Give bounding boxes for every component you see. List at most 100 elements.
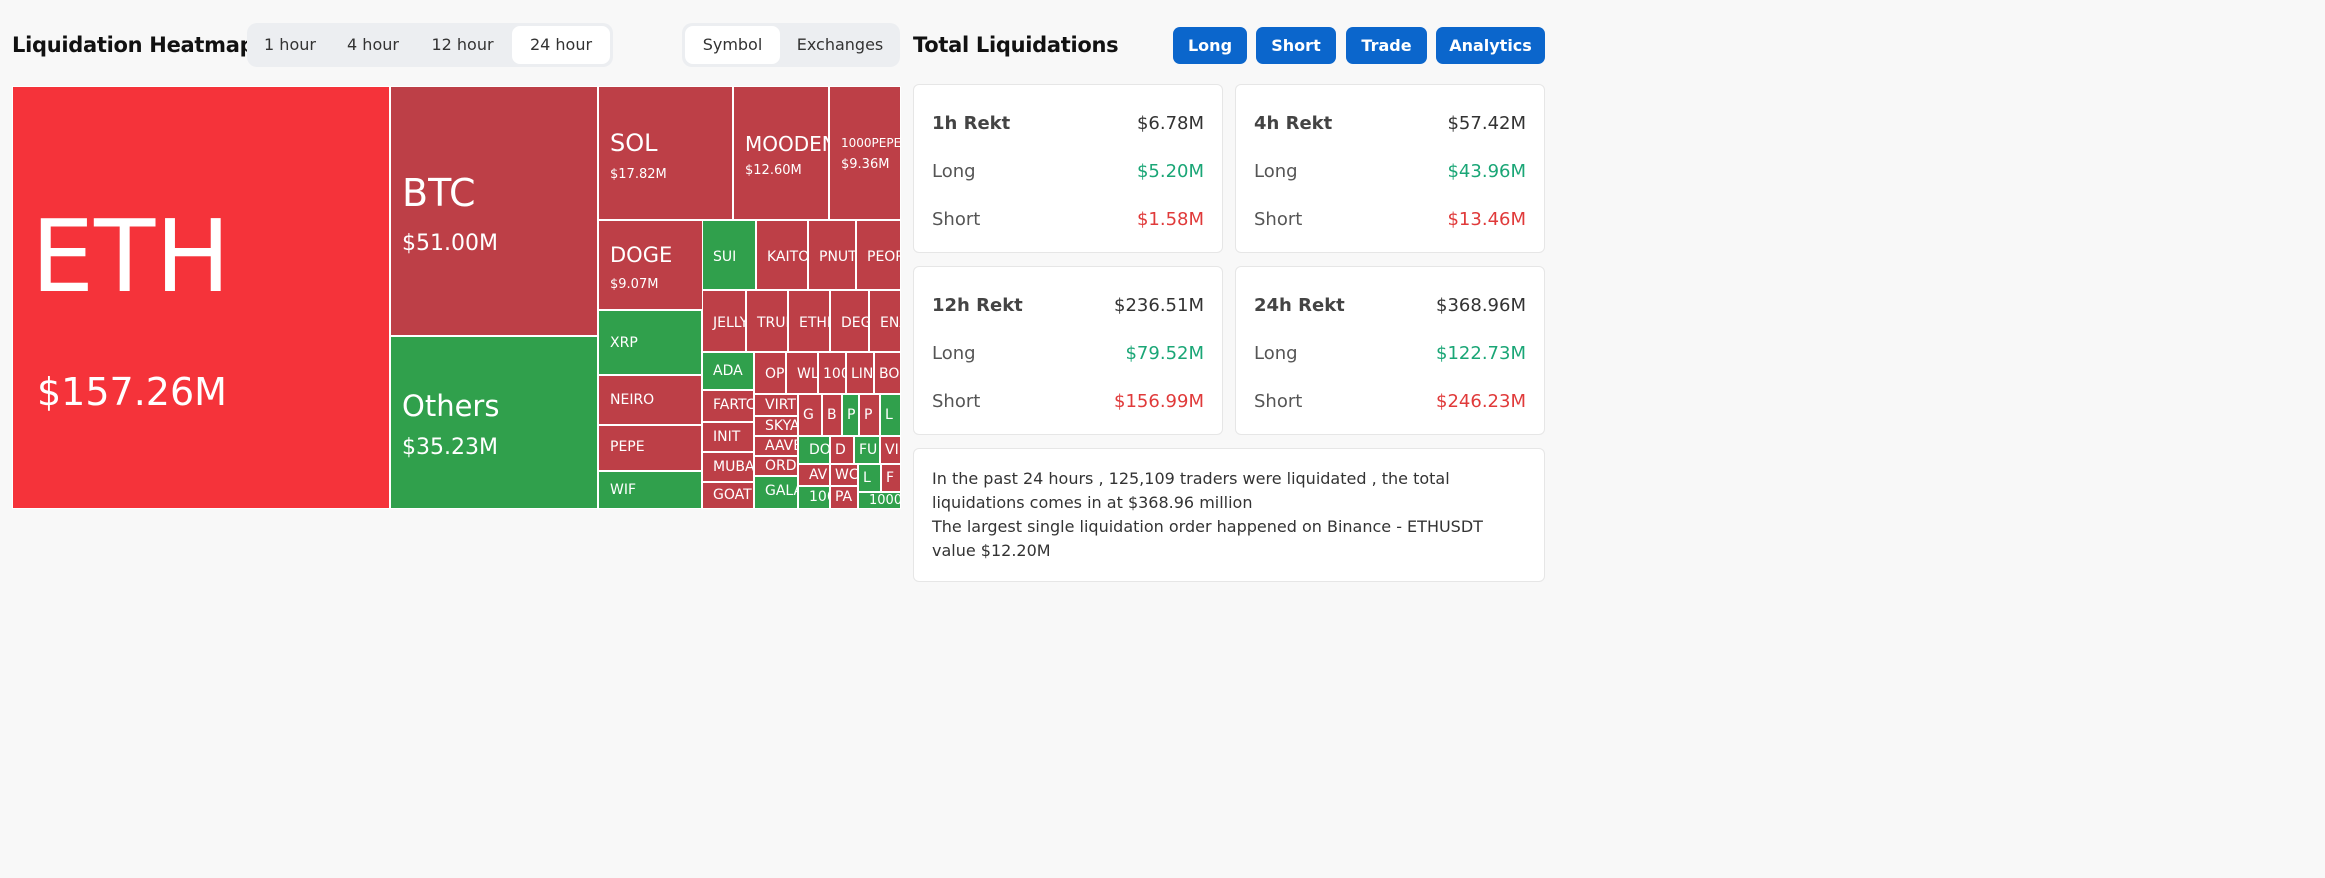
short-button[interactable]: Short [1256,27,1336,64]
long-label: Long [1254,161,1298,182]
tile-symbol: PA [835,489,853,505]
heatmap-tile-p[interactable]: P [842,394,859,436]
heatmap-tile-1000[interactable]: 1000 [858,492,901,509]
heatmap-tile-1000pepe[interactable]: 1000PEPE $9.36M [829,86,901,220]
heatmap-tile-trump[interactable]: TRUMP [746,290,788,352]
tile-symbol: BOME [879,366,900,382]
tile-symbol: ENA [880,315,900,331]
heatmap-tile-do[interactable]: DO [798,436,830,464]
heatmap-tile-sol[interactable]: SOL $17.82M [598,86,733,220]
heatmap-tile-btc[interactable]: BTC $51.00M [390,86,598,336]
tile-symbol: SUI [713,249,737,265]
heatmap-tile-doge[interactable]: DOGE $9.07M [598,220,712,310]
heatmap-tile-l[interactable]: L [880,394,901,436]
tile-symbol: VI [885,442,899,458]
tab-1-hour[interactable]: 1 hour [264,35,316,54]
tab-exchanges[interactable]: Exchanges [796,35,884,54]
heatmap-tile-init[interactable]: INIT [702,422,754,452]
tile-symbol: VIRTUAL [765,397,797,413]
card-label: 4h Rekt [1254,113,1333,134]
heatmap-tile-eth[interactable]: ETH $157.26M [12,86,390,509]
tab-4-hour[interactable]: 4 hour [347,35,399,54]
tile-symbol: L [885,407,893,423]
heatmap-tile-fu[interactable]: FU [854,436,880,464]
heatmap-tile-bome[interactable]: BOME [874,352,901,394]
tile-value: $9.07M [610,277,659,292]
heatmap-tile-ordi[interactable]: ORDI [754,456,798,476]
heatmap-tile-goat[interactable]: GOAT [702,482,754,509]
time-range-tabs: 1 hour 4 hour 12 hour 24 hour [247,23,613,67]
heatmap-tile-xrp[interactable]: XRP [598,310,702,375]
rekt-card-1h: 1h Rekt $6.78M Long $5.20M Short $1.58M [913,84,1223,253]
heatmap-tile-wld[interactable]: WLD [786,352,818,394]
heatmap-tile-pa[interactable]: PA [830,486,858,509]
heatmap-tile-sui[interactable]: SUI [702,220,756,290]
heatmap-tile-p[interactable]: P [859,394,880,436]
tile-symbol: MOODENG [745,132,828,156]
short-value: $13.46M [1447,209,1526,230]
long-button[interactable]: Long [1173,27,1247,64]
tab-24-hour[interactable]: 24 hour [512,26,610,64]
heatmap-tile-d[interactable]: D [830,436,854,464]
tile-symbol: 1000 [869,493,901,508]
heatmap-tile-wc[interactable]: WC [830,464,858,486]
tile-symbol: BTC [402,171,476,215]
view-tabs: Symbol Exchanges [682,23,900,67]
heatmap-tile-pepe[interactable]: PEPE [598,425,702,471]
heatmap-tile-gala[interactable]: GALA [754,476,798,509]
tile-symbol: PEOPLE [867,249,900,265]
heatmap-tile-ada[interactable]: ADA [702,352,754,390]
card-total: $368.96M [1436,295,1526,316]
analytics-button[interactable]: Analytics [1436,27,1545,64]
heatmap-tile-f[interactable]: F [881,464,901,492]
tile-symbol: 1000 [823,366,845,382]
heatmap-title: Liquidation Heatmap [12,33,255,57]
tile-symbol: P [847,407,856,423]
heatmap-tile-mubarak[interactable]: MUBARAK [702,452,754,482]
tile-symbol: ORDI [765,458,798,474]
card-label: 1h Rekt [932,113,1011,134]
heatmap-tile-people[interactable]: PEOPLE [856,220,901,290]
tab-12-hour[interactable]: 12 hour [431,35,494,54]
heatmap-tile-virtual[interactable]: VIRTUAL [754,394,798,416]
card-total: $6.78M [1136,113,1204,134]
short-value: $156.99M [1114,391,1204,412]
heatmap-tile-link[interactable]: LINK [846,352,874,394]
heatmap-tile-g[interactable]: G [798,394,822,436]
tile-symbol: FU [859,442,878,458]
tile-value: $12.60M [745,163,802,178]
tile-symbol: AV [809,467,828,483]
tile-symbol: SKYAI [765,418,797,434]
tile-symbol: KAITO [767,249,808,265]
heatmap-tile-kaito[interactable]: KAITO [756,220,808,290]
long-value: $122.73M [1436,343,1526,364]
liquidation-summary: In the past 24 hours , 125,109 traders w… [913,448,1545,582]
heatmap-tile-jelly[interactable]: JELLY [702,290,746,352]
heatmap-tile-ena[interactable]: ENA [869,290,901,352]
card-total: $57.42M [1447,113,1526,134]
heatmap-tile-100[interactable]: 100 [798,486,830,509]
heatmap-tile-vi[interactable]: VI [880,436,901,464]
heatmap-tile-fartcoin[interactable]: FARTCOIN [702,390,754,422]
heatmap-tile-moodeng[interactable]: MOODENG $12.60M [733,86,829,220]
heatmap-tile-degen[interactable]: DEGEN [830,290,869,352]
heatmap-tile-ethfi[interactable]: ETHFI [788,290,830,352]
heatmap-tile-aave[interactable]: AAVE [754,436,798,456]
card-label: 12h Rekt [932,295,1023,316]
tile-symbol: TRUMP [757,315,787,331]
heatmap-tile-b[interactable]: B [822,394,842,436]
heatmap-tile-op[interactable]: OP [754,352,786,394]
heatmap-tile-neiro[interactable]: NEIRO [598,375,702,425]
tile-symbol: GALA [765,483,797,499]
heatmap-tile-others[interactable]: Others $35.23M [390,336,598,509]
heatmap-tile-av[interactable]: AV [798,464,830,486]
tile-symbol: NEIRO [610,392,655,408]
long-label: Long [1254,343,1298,364]
heatmap-tile-l[interactable]: L [858,464,881,492]
tab-symbol[interactable]: Symbol [685,26,780,64]
trade-button[interactable]: Trade [1346,27,1427,64]
heatmap-tile-skyai[interactable]: SKYAI [754,416,798,436]
heatmap-tile-1000[interactable]: 1000 [818,352,846,394]
heatmap-tile-pnut[interactable]: PNUT [808,220,856,290]
heatmap-tile-wif[interactable]: WIF [598,471,702,509]
